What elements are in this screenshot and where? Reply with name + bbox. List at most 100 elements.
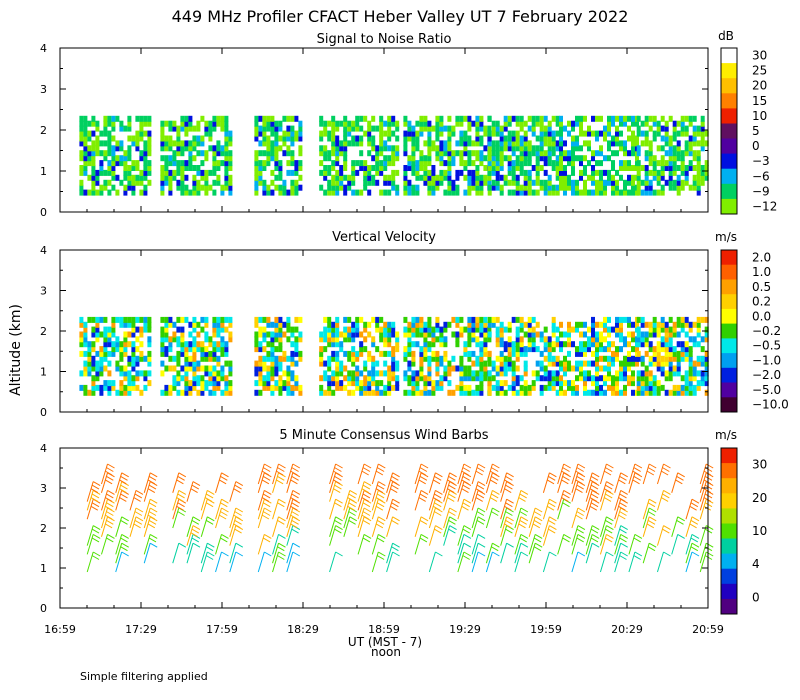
heatmap-cell (95, 365, 100, 372)
heatmap-cell (403, 375, 408, 382)
heatmap-cell (435, 179, 440, 186)
heatmap-cell (192, 165, 197, 171)
heatmap-cell (371, 165, 376, 171)
heatmap-cell (355, 384, 360, 391)
wind-barb-flag (235, 542, 244, 548)
wind-barb (585, 525, 593, 546)
heatmap-cell (467, 150, 472, 157)
heatmap-cell (499, 341, 504, 348)
heatmap-cell (91, 316, 96, 323)
wind-barb-flag (261, 514, 270, 520)
heatmap-cell (419, 316, 424, 323)
wind-barb-flag (290, 514, 298, 520)
heatmap-cell (535, 360, 540, 367)
wind-barb-flag (533, 537, 542, 543)
footer-note: Simple filtering applied (80, 670, 208, 683)
wind-barb-flag (418, 470, 426, 476)
heatmap-cell (503, 179, 508, 186)
heatmap-cell (555, 326, 560, 333)
heatmap-cell (487, 184, 492, 191)
heatmap-cell (648, 184, 653, 191)
wind-barb-flag (91, 493, 100, 499)
wind-barb (485, 543, 493, 564)
heatmap-cell (87, 155, 92, 162)
heatmap-cell (495, 326, 500, 333)
heatmap-cell (343, 120, 348, 127)
heatmap-cell (327, 365, 332, 372)
heatmap-cell (636, 115, 641, 122)
heatmap-cell (160, 125, 165, 132)
heatmap-cell (224, 389, 229, 396)
heatmap-cell (603, 155, 607, 162)
heatmap-cell (483, 179, 488, 186)
heatmap-cell (168, 135, 173, 142)
heatmap-cell (519, 341, 524, 348)
heatmap-cell (111, 169, 116, 176)
heatmap-cell (220, 125, 225, 132)
wind-barb-flag (149, 472, 158, 478)
wind-barb-flag (562, 475, 570, 481)
wind-barb-flag (378, 481, 386, 487)
heatmap-cell (467, 189, 472, 196)
heatmap-cell (451, 179, 456, 186)
heatmap-cell (692, 336, 697, 343)
heatmap-cell (298, 150, 303, 157)
heatmap-cell (471, 140, 476, 147)
heatmap-cell (91, 169, 96, 176)
heatmap-cell (471, 326, 476, 333)
heatmap-cell (355, 316, 360, 323)
heatmap-cell (515, 316, 520, 323)
heatmap-cell (423, 120, 428, 127)
heatmap-cell (383, 341, 388, 348)
wind-barb-flag (462, 484, 470, 490)
heatmap-cell (359, 140, 364, 147)
heatmap-cell (435, 155, 440, 162)
heatmap-cell (286, 115, 291, 122)
heatmap-cell (192, 326, 197, 333)
heatmap-cell (563, 184, 567, 191)
wind-barb (172, 543, 180, 564)
heatmap-cell (212, 384, 217, 391)
heatmap-cell (99, 140, 104, 147)
heatmap-cell (196, 321, 201, 328)
heatmap-cell (539, 179, 544, 186)
heatmap-cell (531, 346, 536, 353)
heatmap-cell (383, 336, 388, 343)
heatmap-cell (180, 331, 185, 338)
heatmap-cell (543, 336, 548, 343)
heatmap-cell (595, 389, 599, 396)
heatmap-cell (164, 350, 169, 357)
heatmap-cell (224, 120, 229, 127)
heatmap-cell (660, 125, 665, 132)
heatmap-cell (103, 336, 108, 343)
heatmap-cell (623, 150, 627, 157)
heatmap-cell (547, 346, 552, 353)
heatmap-cell (355, 189, 360, 196)
heatmap-cell (684, 380, 689, 387)
colorbar-swatch (721, 598, 737, 615)
heatmap-cell (459, 331, 464, 338)
heatmap-cell (196, 341, 201, 348)
heatmap-cell (415, 380, 420, 387)
heatmap-cell (339, 169, 344, 176)
heatmap-cell (680, 155, 685, 162)
heatmap-cell (443, 140, 448, 147)
heatmap-cell (407, 135, 412, 142)
wind-barb-flag (391, 519, 399, 525)
heatmap-cell (262, 360, 267, 367)
heatmap-cell (591, 380, 595, 387)
wind-barb-flag (264, 463, 272, 469)
heatmap-cell (507, 346, 512, 353)
heatmap-cell (567, 350, 571, 357)
heatmap-cell (696, 316, 701, 323)
heatmap-cell (180, 145, 185, 152)
heatmap-cell (427, 174, 432, 181)
heatmap-cell (367, 189, 372, 196)
heatmap-cell (220, 150, 225, 157)
heatmap-cell (286, 189, 291, 196)
heatmap-cell (503, 326, 508, 333)
heatmap-cell (539, 184, 544, 191)
heatmap-cell (551, 370, 556, 377)
heatmap-cell (367, 331, 372, 338)
heatmap-cell (87, 189, 92, 196)
